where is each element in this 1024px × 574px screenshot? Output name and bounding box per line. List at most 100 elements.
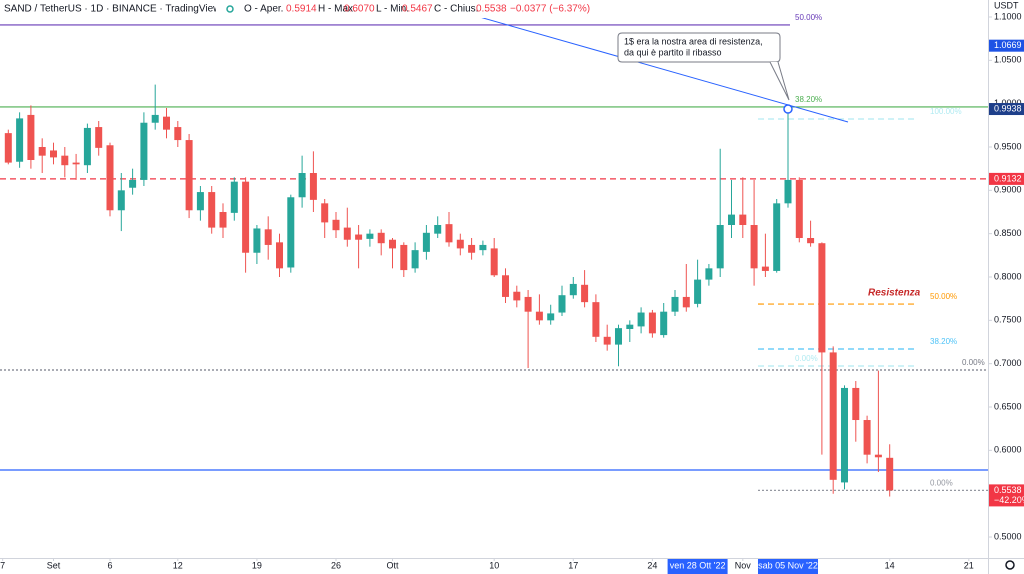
candle-body (4, 133, 12, 163)
candle-body (558, 295, 566, 313)
candle-body (682, 296, 690, 308)
candle-body (332, 219, 340, 231)
candle-body (95, 127, 103, 148)
level-label: 0.00% (962, 358, 985, 367)
y-tick-label: 1.0500 (994, 55, 1022, 65)
price-badge-sublabel: −42.20% (994, 495, 1024, 505)
candle-body (660, 311, 668, 336)
y-tick-label: 0.6500 (994, 401, 1022, 411)
high-marker (783, 104, 793, 114)
y-tick-label: 0.9500 (994, 141, 1022, 151)
candle-body (185, 140, 193, 211)
candle-body (468, 244, 476, 253)
x-tick-label: 10 (489, 560, 499, 570)
callout: 1$ era la nostra area di resistenza, da … (617, 32, 790, 101)
candle-body (27, 114, 35, 160)
candle-body (16, 118, 24, 162)
candle-body (784, 179, 792, 204)
candle-body (829, 352, 837, 480)
level-label: 0.00% (930, 479, 953, 488)
candle-body (309, 172, 317, 200)
price-axis: 1.10001.05001.00000.95000.90000.85000.80… (988, 11, 1024, 541)
legend-value: 0.5538 (476, 4, 507, 15)
candle-body (388, 239, 396, 249)
candle-body (196, 192, 204, 211)
candle-body (592, 302, 600, 337)
candle-body (581, 284, 589, 303)
callout-pointer (769, 61, 790, 101)
candle-body (287, 197, 295, 268)
candle-body (705, 268, 713, 280)
candle-body (479, 244, 487, 251)
candle-body (140, 122, 148, 180)
candle-body (163, 116, 171, 130)
candle-body (208, 192, 216, 228)
candle-body (343, 227, 351, 240)
candle-body (795, 179, 803, 239)
level-label: 38.20% (795, 95, 822, 104)
price-badge (989, 484, 1024, 507)
candle-body (750, 225, 758, 269)
candle-body (547, 313, 555, 321)
candle-body (445, 224, 453, 243)
candle-body (874, 454, 882, 458)
candle-body (807, 238, 815, 244)
settings-icon[interactable] (1005, 560, 1015, 570)
price-badge-label: 0.9938 (994, 103, 1022, 113)
candle-body (50, 150, 58, 158)
y-tick-label: 0.7500 (994, 315, 1022, 325)
candle-body (840, 387, 848, 483)
candle-body (727, 214, 735, 226)
x-tick-label: Ott (386, 560, 399, 570)
candle-body (761, 266, 769, 271)
y-tick-label: 0.7000 (994, 358, 1022, 368)
time-axis: 7 Set 6 12 19 26 Ott 10 17 24 Nov 14 21 ven 28 Ott '2… (0, 558, 974, 574)
candle-body (219, 212, 227, 228)
candle-body (230, 181, 238, 213)
candle-body (400, 244, 408, 271)
x-highlight-bg (667, 559, 728, 574)
candle-body (174, 127, 182, 141)
x-tick-label: 12 (173, 560, 183, 570)
y-tick-label: 0.8000 (994, 271, 1022, 281)
legend-label: H - Max. (318, 4, 356, 15)
candle-body (456, 239, 464, 249)
x-tick-label: 26 (331, 560, 341, 570)
candle-body (38, 146, 46, 156)
candle-body (276, 242, 284, 269)
x-highlight-label: ven 28 Ott '22 (670, 560, 726, 570)
zone-label: Resistenza (868, 288, 921, 299)
candle-body (603, 336, 611, 345)
candle-body (366, 233, 374, 239)
level-label: 38.20% (930, 337, 957, 346)
currency-label: USDT (994, 0, 1019, 10)
level-label: 100.00% (930, 107, 962, 116)
price-badge (989, 172, 1024, 185)
header-bg (216, 0, 588, 18)
candle-body (818, 243, 826, 353)
candle-body (648, 312, 656, 334)
price-badge (989, 39, 1024, 52)
y-tick-label: 1.1000 (994, 11, 1022, 21)
level-label: 0.00% (795, 354, 818, 363)
overlay (783, 104, 793, 114)
candle-body (377, 232, 385, 244)
candle-body (569, 283, 577, 296)
price-badge-label: 1.0669 (994, 40, 1022, 50)
candle-body (886, 457, 894, 491)
x-tick-label: Set (47, 560, 61, 570)
y-tick-label: 0.8500 (994, 228, 1022, 238)
settings-gear[interactable] (1005, 560, 1015, 570)
candle-body (264, 229, 272, 245)
candle-body (501, 275, 509, 297)
legend-value: 0.5467 (402, 4, 433, 15)
candle-body (716, 225, 724, 269)
candle-body (694, 279, 702, 304)
candle-body (422, 232, 430, 252)
price-badge (989, 103, 1024, 116)
candle-body (117, 190, 125, 211)
candle-body (242, 181, 250, 253)
x-tick-label: 24 (647, 560, 657, 570)
candle-body (321, 203, 329, 223)
